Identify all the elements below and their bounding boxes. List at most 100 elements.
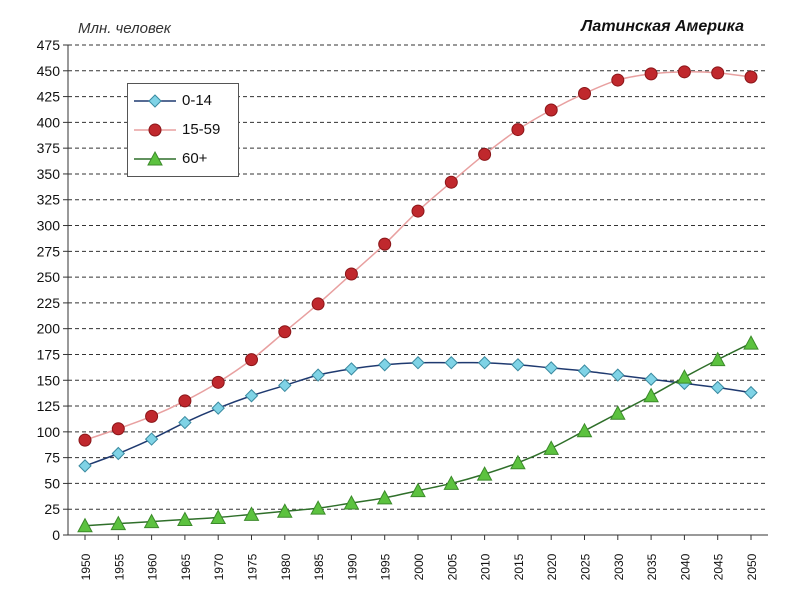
circle-marker-icon (134, 123, 176, 137)
data-point-triangle (177, 511, 193, 527)
data-point-triangle (676, 369, 693, 384)
x-tick-label: 1955 (112, 553, 126, 580)
data-point-diamond (278, 378, 292, 393)
data-point-diamond (377, 358, 392, 372)
data-point-circle (344, 267, 358, 281)
legend-label-0-14: 0-14 (182, 92, 213, 109)
legend-item-60-plus: 60+ (128, 147, 240, 171)
data-point-circle (478, 147, 492, 161)
legend: 0-14 15-59 60+ (127, 83, 239, 177)
y-tick-label: 100 (37, 424, 61, 440)
data-point-diamond (244, 389, 259, 403)
legend-label-15-59: 15-59 (182, 121, 221, 138)
data-point-triangle (510, 454, 526, 470)
y-tick-label: 175 (37, 346, 61, 362)
x-tick-label: 1975 (246, 553, 260, 580)
data-point-triangle (376, 489, 393, 505)
x-tick-label: 2035 (645, 553, 659, 580)
legend-label-60-plus: 60+ (182, 150, 208, 167)
y-tick-label: 0 (52, 527, 60, 543)
data-point-circle (511, 123, 525, 137)
x-tick-label: 2010 (479, 553, 493, 580)
data-point-circle (411, 204, 425, 218)
data-point-triangle (576, 422, 593, 438)
data-point-diamond (744, 385, 758, 400)
data-point-circle (544, 103, 558, 117)
y-tick-label: 475 (37, 37, 61, 53)
data-point-triangle (609, 405, 626, 420)
data-point-circle (744, 70, 758, 84)
x-tick-label: 1985 (312, 553, 326, 580)
data-point-circle (178, 394, 192, 408)
data-point-diamond (144, 432, 159, 446)
legend-item-15-59: 15-59 (128, 118, 240, 142)
y-axis-label: Млн. человек (78, 20, 171, 37)
data-point-diamond (644, 372, 658, 386)
data-point-diamond (311, 368, 325, 382)
x-tick-label: 1995 (379, 553, 393, 580)
chart-title: Латинская Америка (581, 18, 744, 35)
data-point-circle (278, 325, 292, 339)
data-point-circle (311, 297, 325, 311)
y-tick-label: 50 (44, 475, 60, 491)
data-point-triangle (643, 387, 659, 403)
data-point-triangle (443, 475, 460, 490)
y-tick-label: 375 (37, 140, 61, 156)
x-tick-label: 1965 (179, 553, 193, 580)
series-line-2 (84, 342, 752, 527)
x-tick-label: 2025 (579, 553, 593, 580)
triangle-marker-icon (134, 150, 176, 166)
data-point-triangle (77, 517, 93, 533)
data-point-diamond (611, 368, 625, 382)
data-point-circle (78, 433, 92, 447)
data-point-circle (711, 66, 725, 80)
x-tick-label: 2000 (412, 553, 426, 580)
data-point-triangle (476, 466, 493, 481)
data-point-circle (578, 86, 591, 100)
data-point-circle (644, 67, 658, 81)
data-point-circle (611, 73, 625, 87)
data-point-diamond (78, 459, 92, 473)
data-point-circle (145, 409, 159, 423)
diamond-marker-icon (134, 94, 176, 108)
data-point-circle (211, 375, 225, 389)
y-tick-label: 125 (37, 398, 61, 414)
y-tick-label: 25 (44, 501, 60, 517)
y-axis-ticks: 0 25 50 75 100 125 150 175 200 225 250 275 300 325 350… (37, 37, 61, 543)
data-point-circle (111, 422, 125, 436)
x-tick-label: 2040 (678, 553, 692, 580)
x-tick-label: 2050 (745, 553, 759, 580)
x-tick-label: 1990 (345, 553, 359, 580)
data-point-triangle (143, 513, 160, 529)
grid-lines (63, 44, 768, 540)
y-tick-label: 275 (37, 243, 61, 259)
data-point-triangle (110, 515, 127, 531)
data-point-diamond (577, 364, 592, 378)
data-point-diamond (710, 380, 725, 395)
y-tick-label: 150 (37, 372, 61, 388)
data-point-circle (378, 237, 392, 251)
x-tick-label: 1960 (146, 553, 160, 580)
x-tick-label: 2030 (612, 553, 626, 580)
data-point-diamond (511, 358, 525, 372)
y-tick-label: 200 (37, 321, 61, 337)
data-point-triangle (343, 494, 360, 510)
y-tick-label: 450 (37, 63, 61, 79)
data-point-triangle (210, 509, 227, 524)
x-tick-label: 2020 (545, 553, 559, 580)
data-point-triangle (709, 351, 726, 367)
data-point-diamond (544, 361, 558, 375)
x-tick-label: 1980 (279, 553, 293, 580)
data-point-triangle (743, 335, 759, 350)
data-point-triangle (543, 440, 560, 455)
data-point-diamond (178, 415, 192, 430)
y-tick-label: 75 (44, 450, 60, 466)
data-point-triangle (410, 482, 426, 498)
data-point-diamond (111, 446, 126, 461)
data-point-circle (245, 353, 258, 367)
y-tick-label: 425 (37, 89, 61, 105)
data-point-diamond (477, 356, 492, 370)
x-axis-ticks: 1950 1955 1960 1965 1970 1975 1980 1985 1990 1995… (79, 553, 759, 580)
x-tick-label: 2045 (712, 553, 726, 580)
